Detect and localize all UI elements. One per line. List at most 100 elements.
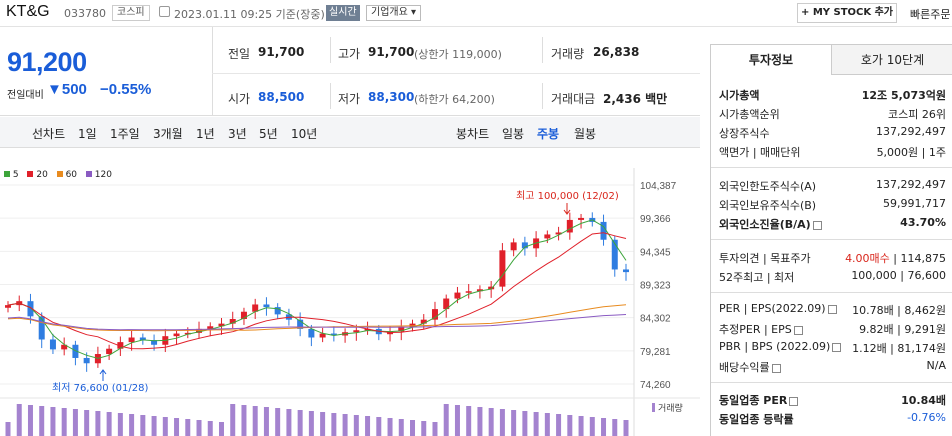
- candle-body: [510, 242, 517, 251]
- candle-body: [465, 291, 472, 293]
- add-my-stock-button[interactable]: + MY STOCK 추가: [797, 3, 897, 23]
- volume-bar: [320, 412, 326, 436]
- volume-bar: [466, 406, 472, 436]
- low-value: 88,300: [368, 90, 415, 104]
- candle-body: [398, 326, 405, 332]
- foreign-limit-value: 137,292,497: [876, 178, 946, 191]
- company-info-dropdown[interactable]: 기업개요 ▾: [366, 5, 421, 21]
- divider: [212, 73, 700, 74]
- volume-bar: [230, 404, 236, 436]
- volume-bar: [275, 408, 281, 436]
- foreign-ratio-label: 외국인소진율(B/A): [719, 216, 822, 232]
- candle-body: [600, 221, 607, 240]
- volume-bar: [387, 418, 393, 436]
- candle-body: [308, 328, 315, 338]
- volume-bar: [106, 412, 112, 436]
- y-tick-label: 84,302: [640, 314, 671, 325]
- chart-period-bar: 선차트 1일 1주일 3개월 1년 3년 5년 10년 봉차트 일봉 주봉 월봉: [0, 117, 700, 148]
- ma120-label: 120: [94, 170, 112, 180]
- candle-body: [274, 307, 281, 315]
- period-5y[interactable]: 5년: [259, 127, 278, 141]
- y-tick-label: 99,366: [640, 214, 671, 225]
- stock-name: KT&G: [6, 3, 50, 20]
- period-1y[interactable]: 1년: [196, 127, 215, 141]
- candle-body: [263, 304, 270, 308]
- investment-info-panel: 투자정보 호가 10단계 시가총액 12조 5,073억원 시가총액순위 코스피…: [710, 44, 952, 436]
- period-3y[interactable]: 3년: [228, 127, 247, 141]
- line-chart-label: 선차트: [32, 127, 66, 141]
- volume-axis-label: 거래량: [658, 402, 683, 414]
- candle-daily[interactable]: 일봉: [502, 127, 525, 141]
- help-icon[interactable]: [827, 304, 837, 314]
- market-badge: 코스피: [112, 5, 150, 21]
- candle-weekly[interactable]: 주봉: [537, 127, 560, 141]
- volume-label: 거래량: [551, 47, 585, 61]
- volume-bar: [50, 407, 56, 436]
- candle-body: [443, 298, 450, 310]
- period-1d[interactable]: 1일: [78, 127, 97, 141]
- candle-body: [454, 292, 461, 299]
- tab-investment-info[interactable]: 투자정보: [711, 44, 831, 75]
- candle-body: [117, 342, 124, 349]
- stock-code: 033780: [64, 7, 106, 20]
- volume-bar: [16, 404, 22, 436]
- volume-bar: [612, 419, 618, 436]
- y-tick-label: 94,345: [640, 247, 671, 258]
- volume-swatch: [652, 403, 655, 412]
- divider: [542, 37, 543, 63]
- candle-body: [5, 305, 11, 308]
- period-3m[interactable]: 3개월: [153, 127, 183, 141]
- par-value-value: 5,000원 | 1주: [876, 146, 946, 159]
- volume-bar: [376, 417, 382, 436]
- candle-body: [319, 333, 326, 338]
- ma120-line: [7, 314, 627, 331]
- 52w-label: 52주최고 | 최저: [719, 271, 795, 284]
- change-label: 전일대비: [7, 90, 44, 101]
- period-10y[interactable]: 10년: [291, 127, 318, 141]
- foreign-ratio-text: 외국인소진율(B/A): [719, 218, 811, 231]
- high-annotation: 최고 100,000 (12/02): [516, 190, 619, 202]
- high-value: 91,700: [368, 45, 415, 59]
- market-cap-rank-value: 코스피 26위: [888, 108, 946, 121]
- volume-bar: [151, 416, 157, 436]
- volume-bar: [308, 411, 314, 436]
- candle-body: [128, 337, 135, 343]
- candle-chart-label: 봉차트: [456, 127, 490, 141]
- price-chart[interactable]: 104,387 99,366 94,345 89,323 84,302 79,281 74,…: [0, 148, 700, 436]
- foreign-ratio-value: 43.70%: [900, 216, 946, 229]
- divider: [711, 292, 952, 293]
- candle-body: [409, 323, 416, 327]
- tab-order-book[interactable]: 호가 10단계: [831, 44, 952, 75]
- help-icon[interactable]: [771, 363, 781, 373]
- prev-close-value: 91,700: [258, 45, 305, 59]
- candle-body: [521, 242, 528, 249]
- volume-bar: [410, 420, 416, 436]
- foreign-holding-label: 외국인보유주식수(B): [719, 199, 817, 212]
- volume-bar: [488, 408, 494, 436]
- candle-body: [38, 316, 45, 340]
- pbr-bps-label: PBR | BPS (2022.09): [719, 340, 842, 353]
- candle-body: [431, 309, 438, 320]
- candle-body: [555, 232, 562, 235]
- candle-body: [61, 344, 68, 350]
- industry-per-text: 동일업종 PER: [719, 394, 788, 407]
- industry-change-value: -0.76%: [907, 411, 946, 424]
- candle-body: [252, 304, 259, 312]
- quick-order-link[interactable]: 빠른주문: [910, 8, 951, 21]
- candle-monthly[interactable]: 월봉: [574, 127, 597, 141]
- realtime-badge[interactable]: 실시간: [326, 5, 360, 21]
- help-icon[interactable]: [832, 342, 842, 352]
- candle-body: [578, 217, 585, 220]
- per-eps-label: PER | EPS(2022.09): [719, 302, 837, 315]
- help-icon[interactable]: [789, 396, 799, 406]
- period-1w[interactable]: 1주일: [110, 127, 140, 141]
- per-eps-value: 10.78배 | 8,462원: [852, 304, 946, 317]
- candle-body: [27, 301, 34, 317]
- volume-bar: [432, 422, 438, 436]
- est-per-text: 추정PER | EPS: [719, 323, 792, 336]
- candle-body: [229, 319, 236, 324]
- help-icon[interactable]: [793, 325, 803, 335]
- candle-body: [184, 332, 191, 335]
- candle-body: [420, 319, 427, 324]
- help-icon[interactable]: [812, 220, 822, 230]
